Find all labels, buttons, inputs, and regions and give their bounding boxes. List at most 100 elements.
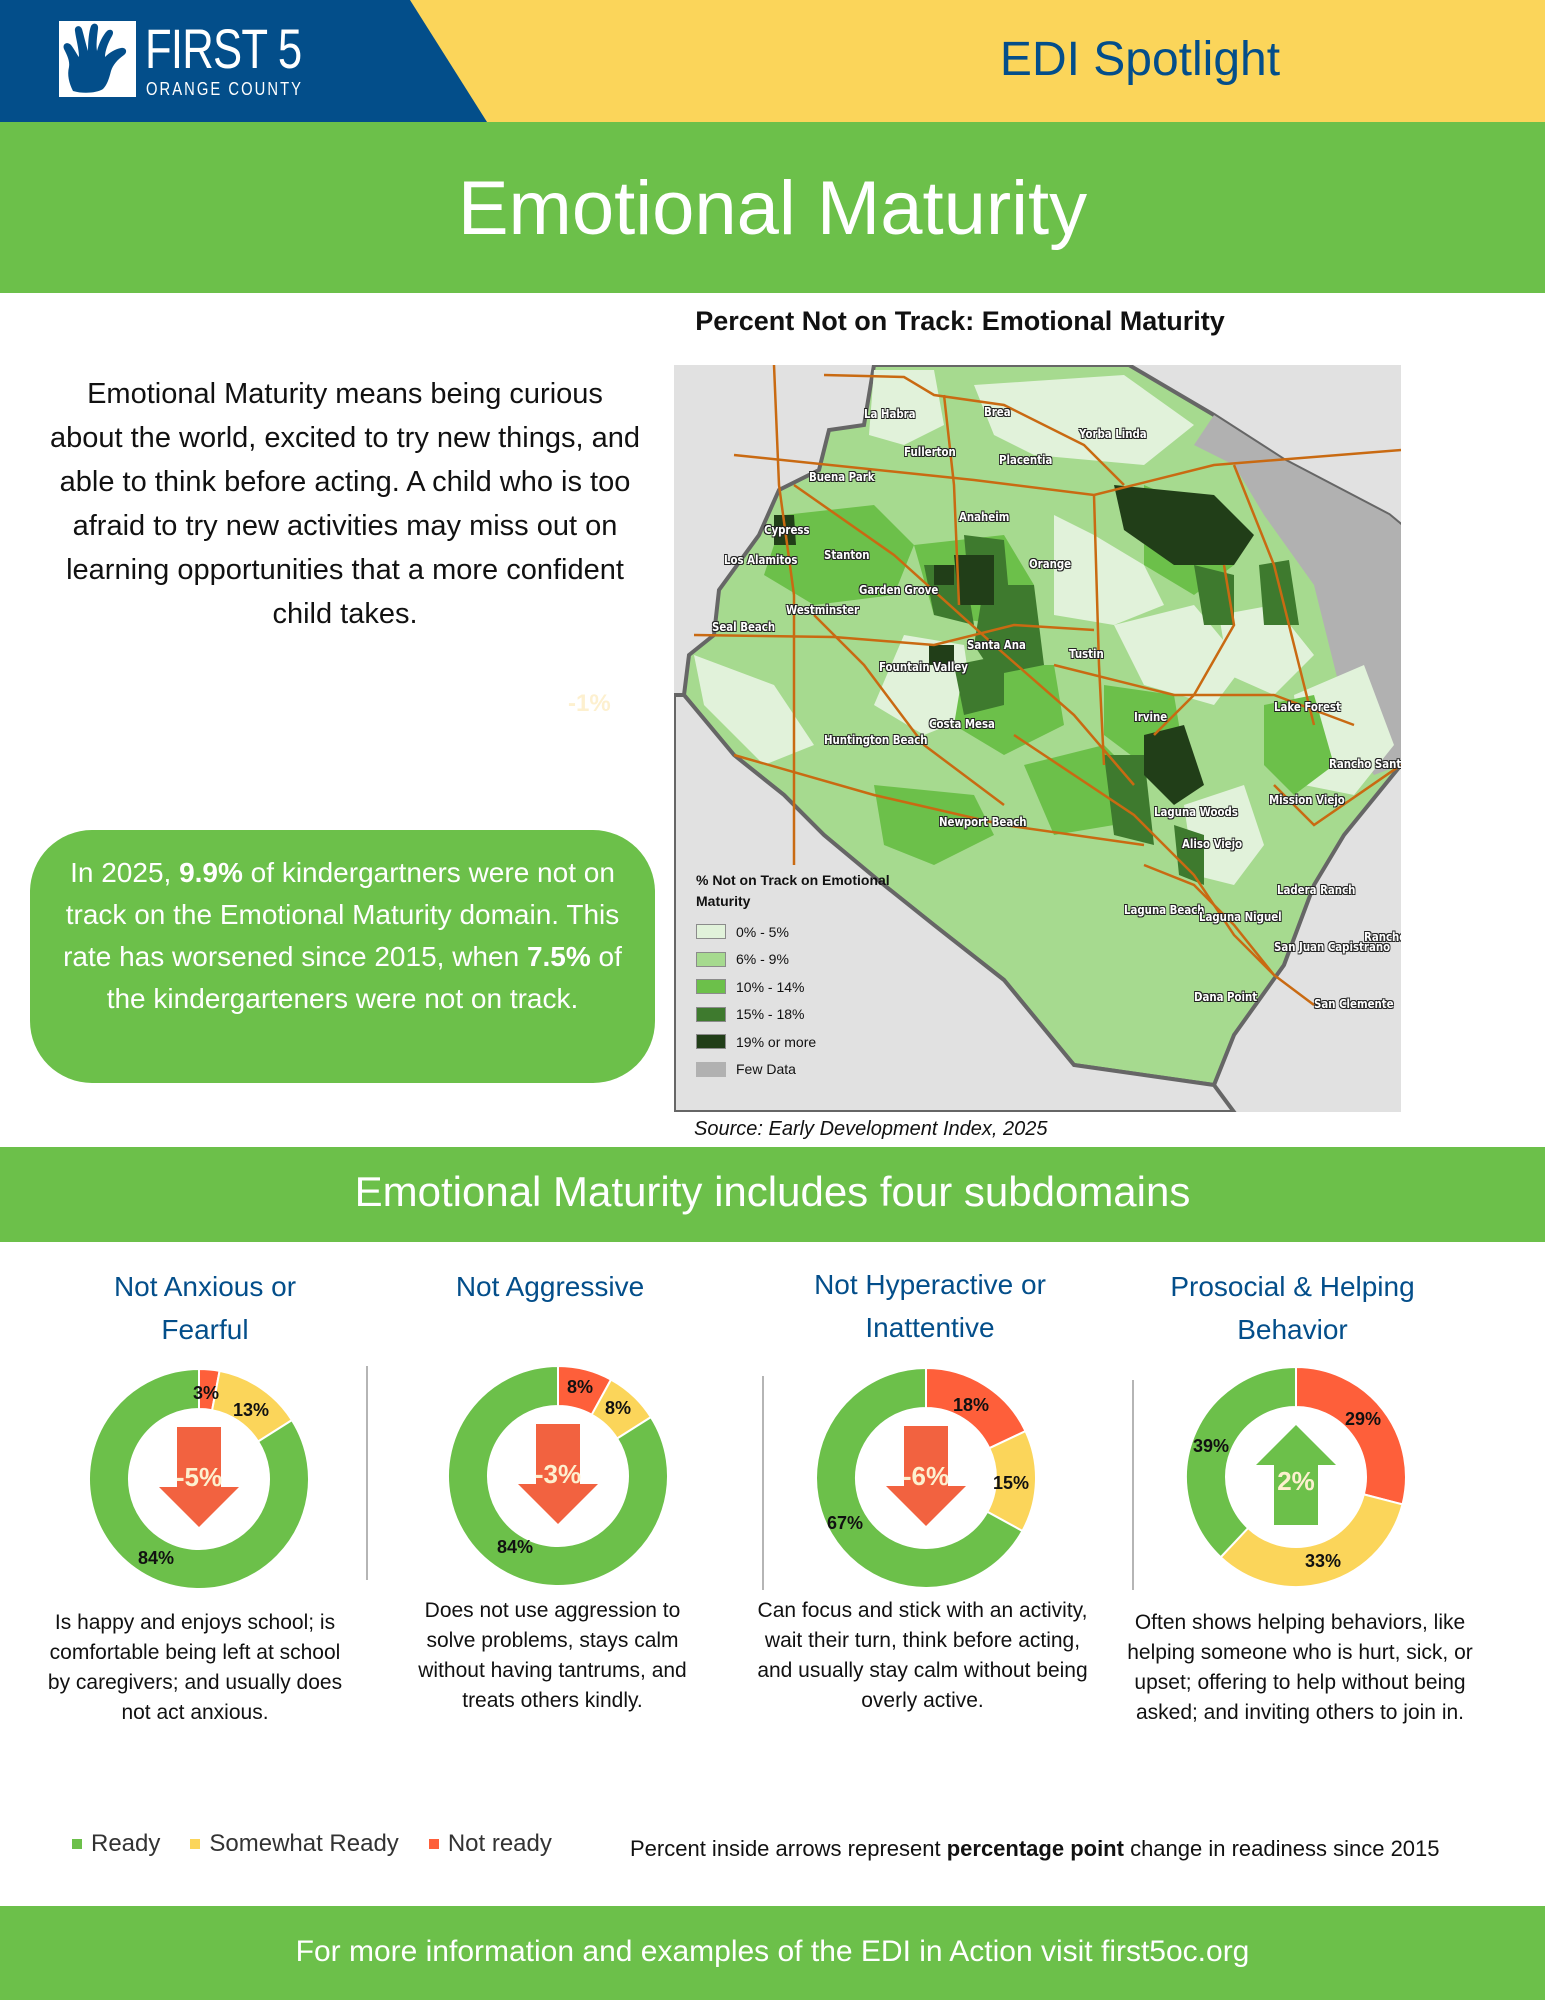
donut-chart-aggressive: 8% 8% 84% -3% [446, 1364, 669, 1592]
map-shapes [674, 365, 1401, 1112]
map-city-label: Fountain Valley [879, 660, 968, 674]
choropleth-map: La Habra Brea Yorba Linda Fullerton Plac… [674, 365, 1401, 1112]
change-value: -3% [534, 1459, 582, 1489]
column-divider [366, 1366, 368, 1580]
note-text: change in readiness since 2015 [1123, 1836, 1440, 1861]
map-legend-row: 15% - 18% [696, 1001, 936, 1029]
pct-label-not-ready: 8% [567, 1377, 594, 1397]
pct-label-not-ready: 3% [193, 1383, 220, 1403]
map-city-label: Fullerton [904, 445, 956, 459]
legend-label: 19% or more [736, 1033, 817, 1050]
column-divider [762, 1376, 764, 1590]
legend-swatch [696, 1006, 726, 1022]
map-legend-row: 6% - 9% [696, 946, 936, 974]
legend-label: 6% - 9% [736, 951, 789, 968]
map-city-label: Costa Mesa [929, 717, 995, 731]
subdomain-description: Does not use aggression to solve problem… [418, 1599, 687, 1712]
arrow-note: Percent inside arrows represent percenta… [630, 1836, 1440, 1862]
pct-label-not-ready: 29% [1345, 1409, 1382, 1429]
map-city-label: Cypress [764, 523, 810, 537]
pct-label-not-ready: 18% [953, 1395, 990, 1415]
title-band: Emotional Maturity [0, 122, 1545, 293]
down-arrow-icon [159, 1427, 239, 1527]
down-arrow-icon [886, 1426, 966, 1526]
map-city-label: Yorba Linda [1079, 427, 1147, 441]
map-city-label: San Juan Capistrano [1274, 940, 1391, 954]
map-city-label: Rancho Santa Margarita [1329, 757, 1401, 771]
map-city-label: Laguna Beach [1124, 903, 1205, 917]
callout-text-2: of kindergartners were not on track on t… [63, 857, 620, 972]
legend-label: Not ready [447, 1830, 552, 1857]
map-legend-row: 10% - 14% [696, 973, 936, 1001]
map-city-label: Tustin [1069, 647, 1104, 661]
donut-svg [815, 1366, 1037, 1589]
change-value: -6% [902, 1461, 950, 1491]
pct-label-somewhat: 8% [605, 1398, 632, 1418]
legend-item-ready: Ready [72, 1830, 160, 1858]
pct-label-ready: 84% [138, 1548, 175, 1568]
header-banner: FIRST 5 ORANGE COUNTY EDI Spotlight [0, 0, 1545, 122]
map-city-label: Santa Ana [967, 638, 1026, 652]
donut-svg [1185, 1365, 1407, 1588]
map-source: Source: Early Development Index, 2025 [694, 1118, 1048, 1140]
stat-callout-box: In 2025, 9.9% of kindergartners were not… [30, 830, 655, 1083]
footer-text: For more information and examples of the… [295, 1935, 1250, 1968]
pct-label-somewhat: 33% [1305, 1551, 1342, 1571]
map-city-label: Anaheim [959, 510, 1010, 524]
map-legend-row: Few Data [696, 1056, 936, 1084]
subdomain-title: Not Hyperactive or Inattentive [814, 1269, 1046, 1343]
change-value: 2% [1277, 1466, 1315, 1496]
map-city-label: Rancho Mission Viejo [1364, 930, 1401, 944]
map-city-label: Los Alamitos [724, 553, 798, 567]
pct-label-somewhat: 15% [993, 1473, 1030, 1493]
map-city-label: San Clemente [1314, 997, 1394, 1011]
donut-svg [87, 1367, 310, 1590]
map-legend-row: 19% or more [696, 1028, 936, 1056]
column-divider [1132, 1380, 1134, 1590]
callout-2015-rate: 7.5% [526, 941, 591, 972]
map-city-label: Stanton [824, 548, 870, 562]
logo-subtitle: ORANGE COUNTY [146, 79, 304, 99]
legend-label: 0% - 5% [736, 923, 789, 940]
map-city-label: Westminster [786, 603, 860, 617]
callout-2025-rate: 9.9% [179, 857, 243, 888]
map-city-label: Ladera Ranch [1277, 883, 1356, 897]
donut-chart-prosocial: 29% 33% 39% 2% [1185, 1365, 1407, 1593]
subdomain-description: Often shows helping behaviors, like help… [1127, 1611, 1473, 1724]
intro-paragraph: Emotional Maturity means being curious a… [50, 378, 641, 630]
map-legend-row: 0% - 5% [696, 918, 936, 946]
down-arrow-icon [518, 1424, 598, 1524]
map-city-label: Dana Point [1194, 990, 1258, 1004]
legend-swatch [428, 1839, 439, 1849]
map-city-label: Laguna Woods [1154, 805, 1238, 819]
map-city-label: Laguna Niguel [1199, 910, 1282, 924]
pct-label-ready: 67% [827, 1513, 864, 1533]
note-text: Percent inside arrows represent [630, 1836, 947, 1861]
legend-swatch [72, 1839, 82, 1849]
map-legend-title: % Not on Track on Emotional Maturity [696, 872, 890, 909]
legend-swatch [696, 1061, 726, 1077]
map-city-label: Seal Beach [712, 620, 776, 634]
faint-change-label: -1% [568, 690, 611, 717]
map-city-label: Aliso Viejo [1182, 837, 1243, 851]
legend-item-not-ready: Not ready [428, 1830, 552, 1858]
map-city-label: Newport Beach [939, 815, 1027, 829]
map-city-label: Garden Grove [859, 583, 939, 597]
note-bold: percentage point [946, 1836, 1124, 1861]
legend-swatch [696, 924, 726, 940]
legend-label: Somewhat Ready [209, 1830, 399, 1857]
legend-label: Ready [91, 1830, 161, 1857]
subdomains-heading: Emotional Maturity includes four subdoma… [354, 1168, 1191, 1215]
hand-logo-icon [59, 21, 136, 97]
map-city-label: Orange [1029, 557, 1072, 571]
subdomain-title: Not Aggressive [455, 1271, 645, 1302]
callout-text-3: of the kindergarteners were not on track… [106, 941, 622, 1014]
logo-wordmark: FIRST 5 [145, 17, 302, 80]
legend-label: 15% - 18% [736, 1006, 805, 1023]
legend-label: 10% - 14% [736, 978, 805, 995]
pct-label-somewhat: 13% [233, 1400, 270, 1420]
subdomain-description: Can focus and stick with an activity, wa… [757, 1599, 1088, 1712]
subdomains-band: Emotional Maturity includes four subdoma… [0, 1147, 1545, 1242]
map-city-label: Brea [984, 405, 1011, 419]
donut-chart-hyperactive: 18% 15% 67% -6% [815, 1366, 1037, 1594]
